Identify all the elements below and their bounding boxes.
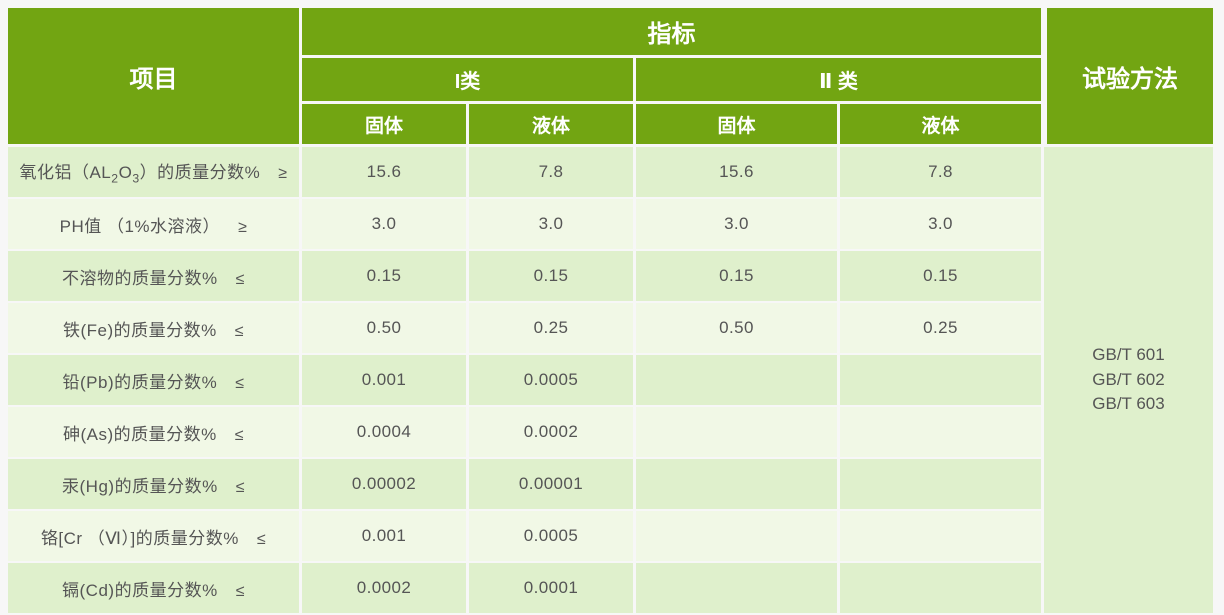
- row-item-label: 铬[Cr （Ⅵ）]的质量分数% ≤: [8, 511, 302, 563]
- row-value-c3: 15.6: [636, 147, 840, 199]
- header-state-2-liquid: 液体: [840, 104, 1044, 147]
- comparison-operator: ≥: [238, 218, 248, 236]
- comparison-operator: ≤: [235, 582, 245, 600]
- row-value-c2: 0.25: [469, 303, 636, 355]
- row-value-c3: [636, 407, 840, 459]
- row-value-c2: 0.00001: [469, 459, 636, 511]
- row-value-c1: 3.0: [302, 199, 469, 251]
- row-value-c3: [636, 459, 840, 511]
- header-state-1-liquid: 液体: [469, 104, 636, 147]
- row-value-c2: 0.0005: [469, 355, 636, 407]
- table-row: 镉(Cd)的质量分数% ≤0.0002 0.0001: [8, 563, 1216, 615]
- row-value-c3: [636, 355, 840, 407]
- row-value-c2: 0.0005: [469, 511, 636, 563]
- row-value-c2: 0.0002: [469, 407, 636, 459]
- comparison-operator: ≤: [235, 374, 245, 392]
- test-method-line: GB/T 603: [1092, 394, 1165, 414]
- row-value-c4: 7.8: [840, 147, 1044, 199]
- row-item-label: 铅(Pb)的质量分数% ≤: [8, 355, 302, 407]
- row-value-c2: 0.15: [469, 251, 636, 303]
- row-value-c2: 7.8: [469, 147, 636, 199]
- specification-table: 项目 指标 试验方法 I类 Ⅱ 类 固体 液体 固体 液体 氧化铝（AL2O3）…: [8, 8, 1216, 615]
- row-value-c4: [840, 511, 1044, 563]
- comparison-operator: ≥: [278, 165, 288, 183]
- row-item-label: 砷(As)的质量分数% ≤: [8, 407, 302, 459]
- row-value-c1: 0.0002: [302, 563, 469, 615]
- test-method-line: GB/T 601: [1092, 345, 1165, 365]
- row-value-c1: 15.6: [302, 147, 469, 199]
- header-item: 项目: [8, 8, 302, 147]
- header-state-1-solid: 固体: [302, 104, 469, 147]
- test-method-line: GB/T 602: [1092, 369, 1165, 389]
- table-row: 汞(Hg)的质量分数% ≤0.00002 0.00001: [8, 459, 1216, 511]
- table-header: 项目 指标 试验方法 I类 Ⅱ 类 固体 液体 固体 液体: [8, 8, 1216, 147]
- row-item-label: 镉(Cd)的质量分数% ≤: [8, 563, 302, 615]
- table-row: 铅(Pb)的质量分数% ≤0.001 0.0005: [8, 355, 1216, 407]
- table-row: 氧化铝（AL2O3）的质量分数% ≥15.6 7.8 15.6 7.8 GB/T 601 G…: [8, 147, 1216, 615]
- row-value-c4: 3.0: [840, 199, 1044, 251]
- row-value-c3: 0.15: [636, 251, 840, 303]
- table-row: 不溶物的质量分数% ≤0.15 0.15 0.15 0.15: [8, 251, 1216, 303]
- row-item-label: 不溶物的质量分数% ≤: [8, 251, 302, 303]
- row-value-c2: 3.0: [469, 199, 636, 251]
- row-value-c4: [840, 459, 1044, 511]
- table-row: 铬[Cr （Ⅵ）]的质量分数% ≤0.001 0.0005: [8, 511, 1216, 563]
- row-value-c4: [840, 407, 1044, 459]
- row-value-c4: [840, 355, 1044, 407]
- table-row: 砷(As)的质量分数% ≤0.0004 0.0002: [8, 407, 1216, 459]
- row-value-c1: 0.001: [302, 355, 469, 407]
- table-body: 氧化铝（AL2O3）的质量分数% ≥15.6 7.8 15.6 7.8 GB/T 601 G…: [8, 147, 1216, 615]
- header-row-state: 固体 液体 固体 液体: [8, 104, 1216, 147]
- comparison-operator: ≤: [234, 426, 245, 444]
- header-index: 指标: [302, 8, 1044, 58]
- row-value-c3: [636, 511, 840, 563]
- row-value-c3: 3.0: [636, 199, 840, 251]
- row-value-c4: 0.15: [840, 251, 1044, 303]
- row-value-c1: 0.001: [302, 511, 469, 563]
- row-value-c3: 0.50: [636, 303, 840, 355]
- row-value-c1: 0.50: [302, 303, 469, 355]
- row-value-c1: 0.00002: [302, 459, 469, 511]
- test-method-value: GB/T 601 GB/T 602 GB/T 603: [1044, 147, 1216, 615]
- row-item-label: 汞(Hg)的质量分数% ≤: [8, 459, 302, 511]
- row-value-c4: 0.25: [840, 303, 1044, 355]
- comparison-operator: ≤: [235, 270, 245, 288]
- table-row: PH值 （1%水溶液） ≥3.0 3.0 3.0 3.0: [8, 199, 1216, 251]
- row-value-c1: 0.0004: [302, 407, 469, 459]
- row-value-c4: [840, 563, 1044, 615]
- header-row-class: I类 Ⅱ 类: [8, 58, 1216, 104]
- row-item-label: 氧化铝（AL2O3）的质量分数% ≥: [8, 147, 302, 199]
- comparison-operator: ≤: [235, 478, 245, 496]
- table-row: 铁(Fe)的质量分数% ≤0.50 0.25 0.50 0.25: [8, 303, 1216, 355]
- row-value-c3: [636, 563, 840, 615]
- row-item-label: 铁(Fe)的质量分数% ≤: [8, 303, 302, 355]
- row-value-c2: 0.0001: [469, 563, 636, 615]
- row-value-c1: 0.15: [302, 251, 469, 303]
- header-state-2-solid: 固体: [636, 104, 840, 147]
- header-class-1: I类: [302, 58, 636, 104]
- header-test-method: 试验方法: [1044, 8, 1216, 147]
- comparison-operator: ≤: [234, 322, 245, 340]
- row-item-label: PH值 （1%水溶液） ≥: [8, 199, 302, 251]
- header-class-2: Ⅱ 类: [636, 58, 1044, 104]
- header-row-top: 项目 指标 试验方法: [8, 8, 1216, 147]
- comparison-operator: ≤: [256, 530, 267, 548]
